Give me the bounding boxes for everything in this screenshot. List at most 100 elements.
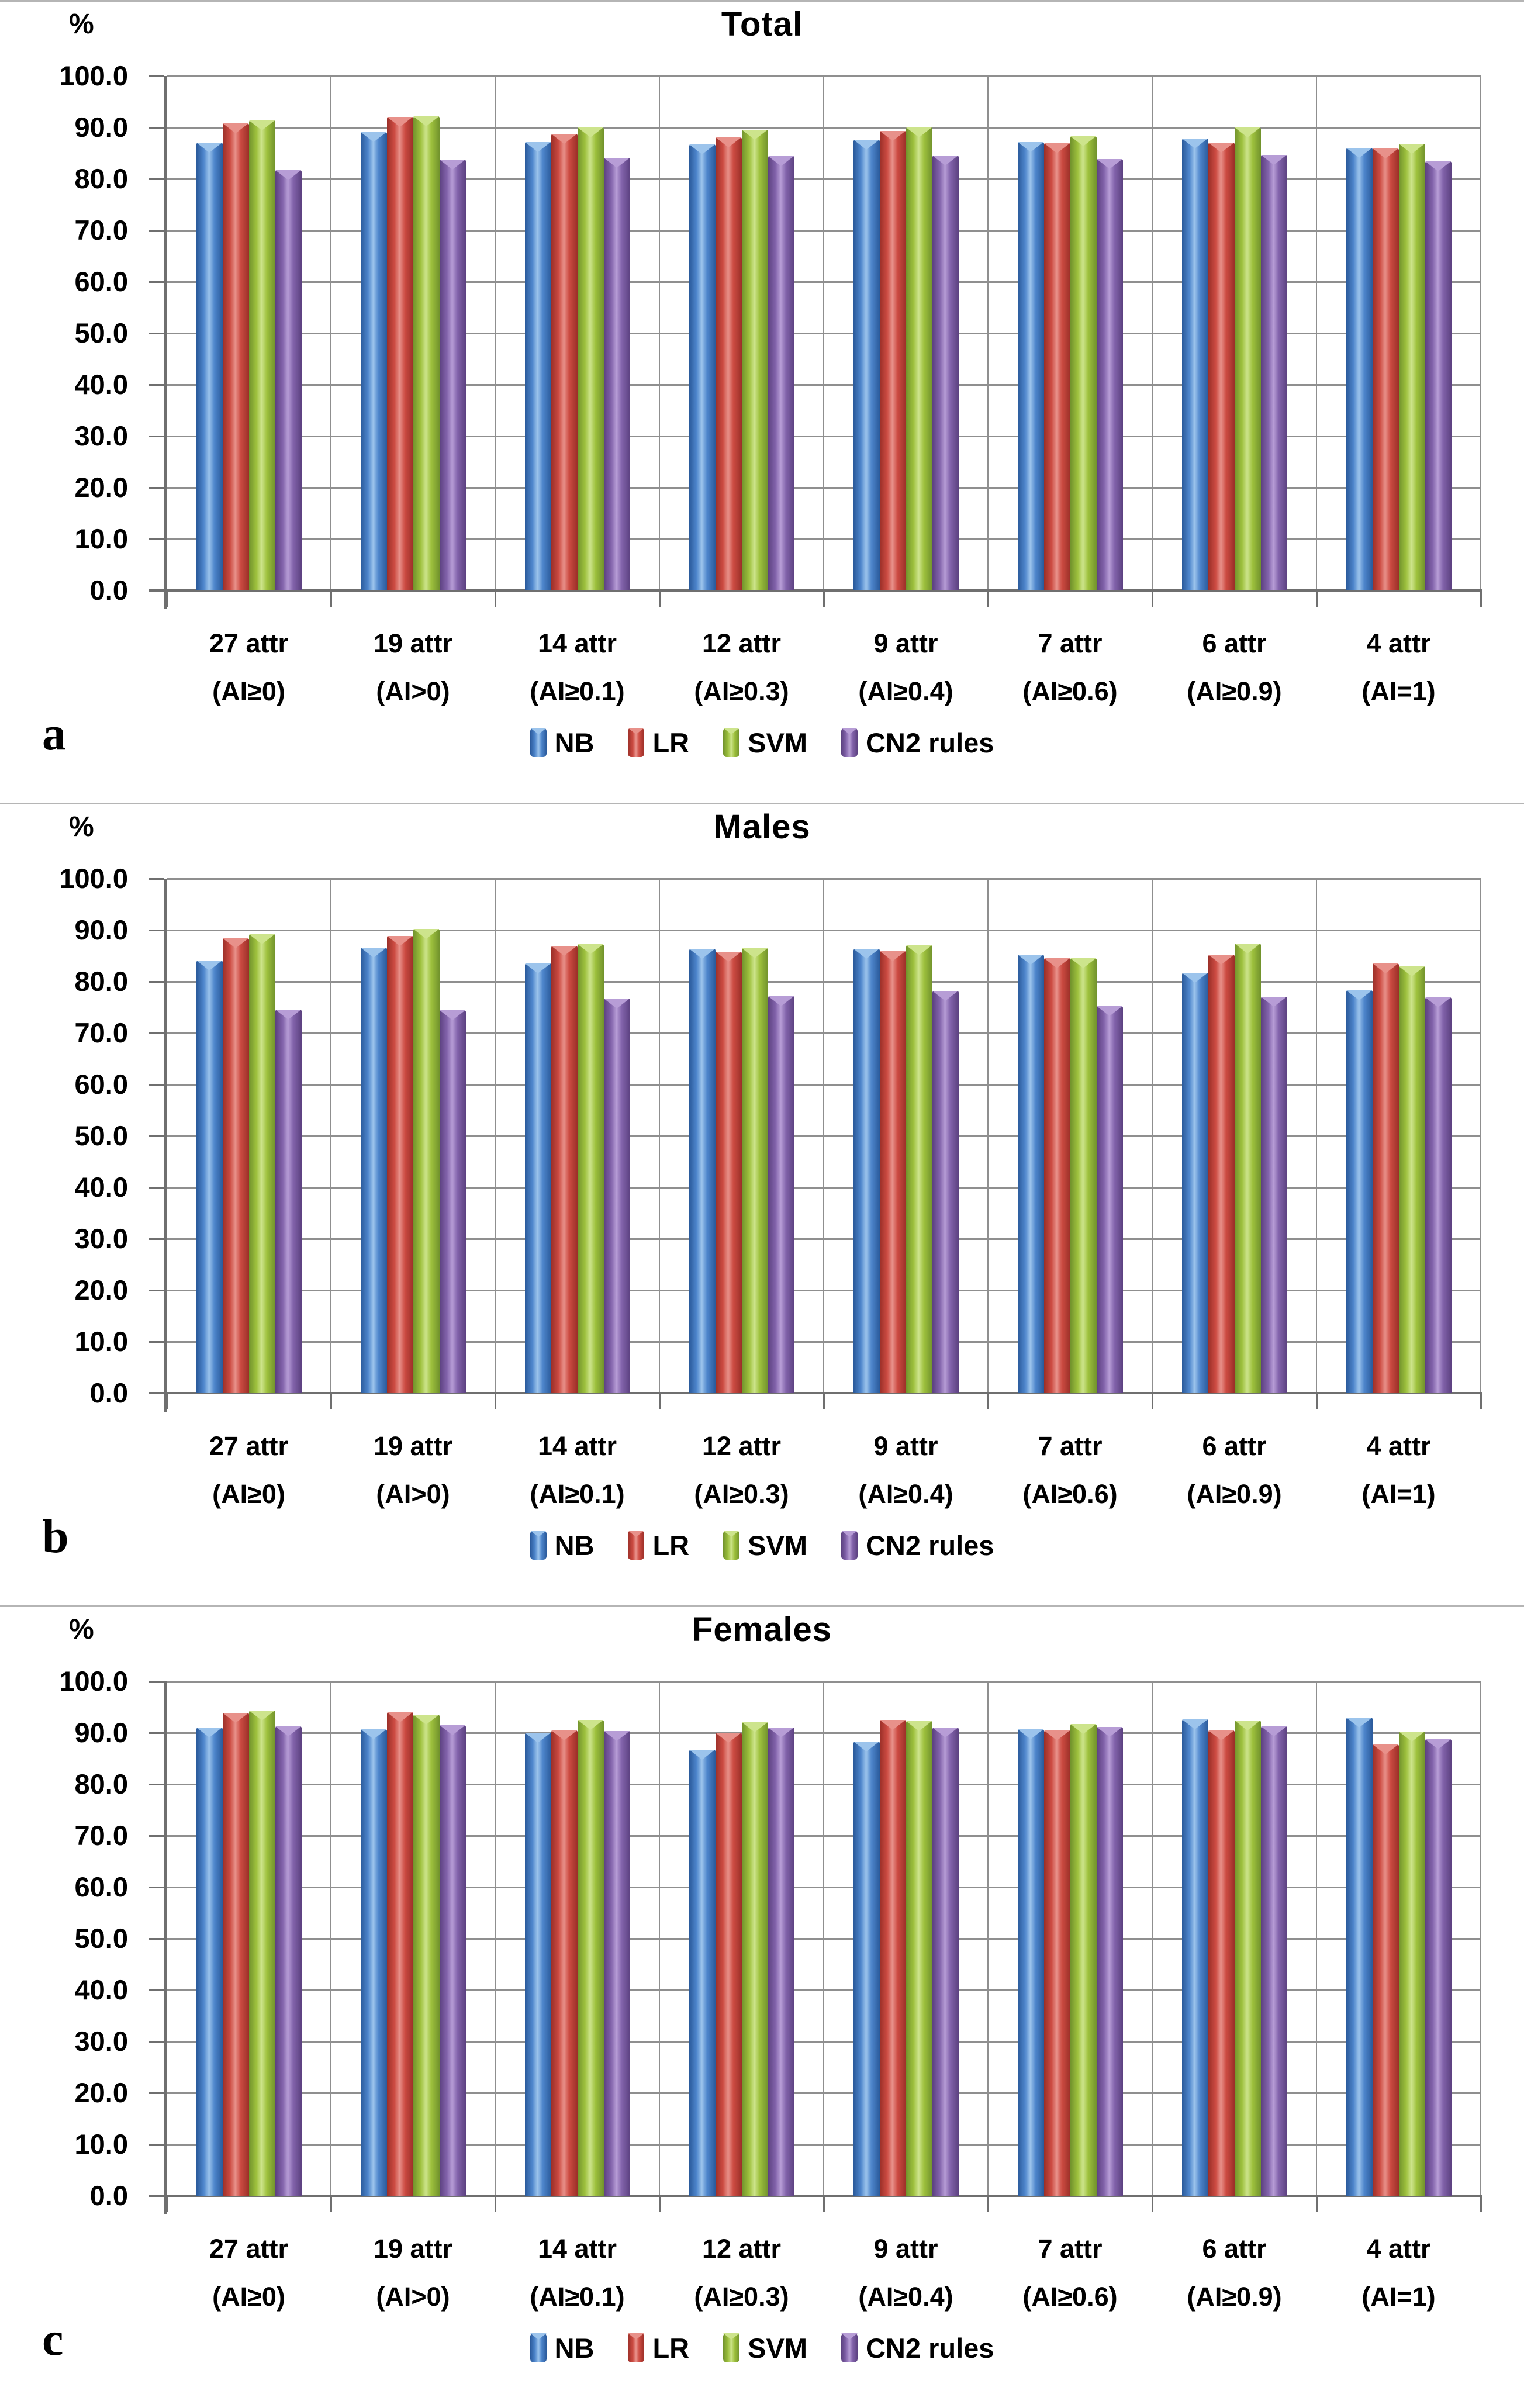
bar-top-highlight	[1182, 1719, 1208, 1730]
category-label-line2: (AI≥0.4)	[858, 2282, 953, 2312]
x-axis-tick	[823, 590, 825, 607]
bar-top-highlight	[1261, 1726, 1287, 1737]
bar-CN2-rules	[1096, 1006, 1123, 1393]
y-axis-tick	[149, 2144, 164, 2146]
y-axis-tick-label: 40.0	[74, 369, 128, 400]
y-axis-tick-label: 20.0	[74, 2077, 128, 2108]
category-label-line1: 14 attr	[537, 2234, 617, 2264]
category-group-12-attr	[659, 879, 824, 1393]
bar-SVM	[1234, 943, 1261, 1393]
category-group-27-attr	[167, 879, 331, 1393]
bar-top-highlight	[853, 1741, 879, 1751]
bar-top-highlight	[275, 1010, 301, 1020]
bar-top-highlight	[604, 1731, 630, 1742]
legend-marker-highlight	[841, 1531, 858, 1537]
chart-panel-a: Total% 100.0 90.0 80.0 70.0 60.0 50.0 40.0 30.0 2…	[0, 0, 1524, 803]
y-axis-tick	[149, 1938, 164, 1940]
category-label-line2: (AI≥0.1)	[530, 676, 625, 706]
bar-top-highlight	[604, 157, 630, 168]
bar-top-highlight	[1261, 996, 1287, 1007]
bar-LR	[879, 951, 906, 1393]
x-axis-category-label: 14 attr (AI≥0.1)	[495, 620, 659, 716]
x-axis-line	[149, 2195, 1482, 2197]
category-label-line1: 7 attr	[1038, 1431, 1103, 1461]
y-axis-tick-label: 10.0	[74, 523, 128, 554]
y-axis-tick	[149, 2041, 164, 2043]
bar-NB	[689, 144, 716, 590]
x-axis-tick	[330, 2196, 332, 2212]
category-group-14-attr	[495, 879, 659, 1393]
bar-LR	[1208, 955, 1235, 1393]
x-axis-tick	[1480, 2196, 1482, 2212]
y-axis-tick	[149, 1835, 164, 1837]
bar-top-highlight	[932, 990, 958, 1001]
gridline-vertical	[987, 1681, 989, 2196]
bar-SVM	[248, 934, 275, 1393]
y-axis-tick-label: 50.0	[74, 317, 128, 348]
bar-SVM	[1234, 1720, 1261, 2196]
bar-top-highlight	[768, 156, 794, 167]
y-axis-tick-label: 70.0	[74, 1017, 128, 1048]
legend-marker-icon	[628, 2333, 645, 2362]
bar-SVM	[1070, 1724, 1097, 2196]
category-group-27-attr	[167, 76, 331, 590]
y-axis-tick-label: 50.0	[74, 1120, 128, 1151]
x-axis-line	[149, 589, 1482, 592]
legend-marker-highlight	[723, 728, 740, 734]
y-axis-tick	[149, 981, 164, 983]
y-axis-tick-label: 70.0	[74, 215, 128, 246]
bar-top-highlight	[275, 170, 301, 181]
x-axis-category-label: 6 attr (AI≥0.9)	[1152, 1422, 1316, 1518]
y-axis-tick-label: 60.0	[74, 1069, 128, 1100]
bar-top-highlight	[689, 144, 715, 155]
x-axis-category-label: 12 attr (AI≥0.3)	[659, 620, 824, 716]
x-axis-category-label: 27 attr (AI≥0)	[167, 1422, 331, 1518]
gridline-vertical	[330, 879, 331, 1393]
gridline-vertical	[495, 76, 496, 590]
bar-NB	[853, 140, 880, 590]
category-group-19-attr	[331, 879, 495, 1393]
bar-top-highlight	[551, 133, 577, 144]
legend-item-NB: NB	[530, 1529, 594, 1561]
legend-label: NB	[554, 727, 595, 758]
bar-top-highlight	[413, 929, 439, 939]
bar-top-highlight	[578, 944, 603, 954]
bar-SVM	[413, 1715, 440, 2196]
bar-CN2-rules	[1096, 158, 1123, 590]
category-group-7-attr	[988, 879, 1152, 1393]
legend-marker-icon	[723, 2333, 740, 2362]
bar-NB	[1346, 990, 1373, 1393]
bar-CN2-rules	[603, 1731, 630, 2196]
legend-label: LR	[652, 727, 690, 758]
legend-marker-highlight	[530, 2333, 547, 2340]
legend-marker-icon	[841, 1531, 858, 1560]
bar-top-highlight	[1018, 141, 1043, 152]
y-axis-tick	[149, 281, 164, 283]
bar-SVM	[577, 127, 604, 590]
plot-area	[149, 75, 1482, 609]
y-axis-tick-label: 100.0	[59, 60, 128, 91]
category-label-line2: (AI≥0)	[212, 676, 285, 706]
y-axis-tick-label: 70.0	[74, 1820, 128, 1851]
y-axis-tick	[149, 538, 164, 540]
category-label-line2: (AI≥0.1)	[530, 1479, 625, 1509]
legend-label: CN2 rules	[865, 1529, 994, 1561]
category-group-12-attr	[659, 76, 824, 590]
y-axis-tick	[149, 1887, 164, 1888]
panel-separator-line	[0, 803, 1524, 804]
bar-top-highlight	[223, 938, 248, 949]
legend-marker-icon	[530, 728, 547, 757]
bar-top-highlight	[1346, 1718, 1372, 1728]
category-label-line1: 6 attr	[1202, 1431, 1267, 1461]
gridline-vertical	[330, 76, 331, 590]
category-label-line1: 4 attr	[1366, 628, 1431, 658]
bar-NB	[1017, 141, 1044, 590]
bar-CN2-rules	[1260, 154, 1287, 590]
legend-label: LR	[652, 1529, 690, 1561]
category-group-7-attr	[988, 1681, 1152, 2196]
x-axis-tick	[1152, 2196, 1153, 2212]
x-axis-tick	[495, 590, 496, 607]
bar-top-highlight	[440, 160, 465, 170]
bar-NB	[853, 948, 880, 1393]
x-axis-category-label: 7 attr (AI≥0.6)	[988, 620, 1152, 716]
